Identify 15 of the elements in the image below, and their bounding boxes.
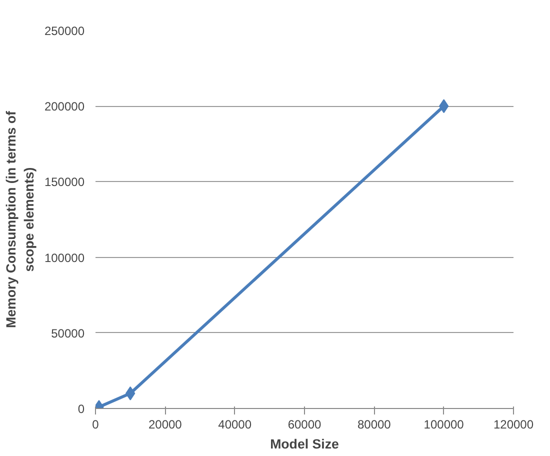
- x-axis-title: Model Size: [270, 436, 339, 452]
- x-tick-label: 20000: [148, 418, 182, 432]
- x-tick-label: 120000: [493, 418, 534, 432]
- y-tick-label: 150000: [44, 175, 85, 190]
- y-tick-label: 100000: [44, 250, 85, 265]
- x-tick-label: 40000: [218, 418, 252, 432]
- y-tick-label: 200000: [44, 100, 85, 114]
- x-tick-label: 0: [92, 418, 100, 432]
- y-tick-label: 0: [78, 402, 85, 416]
- y-axis-title: Memory Consumption (in terms of scope elements): [3, 110, 36, 328]
- x-tick-label: 80000: [357, 418, 392, 432]
- y-tick-label: 250000: [44, 24, 85, 38]
- x-tick-label: 100000: [424, 418, 464, 432]
- y-tick-label: 50000: [51, 326, 85, 340]
- x-tick-label: 60000: [288, 418, 322, 432]
